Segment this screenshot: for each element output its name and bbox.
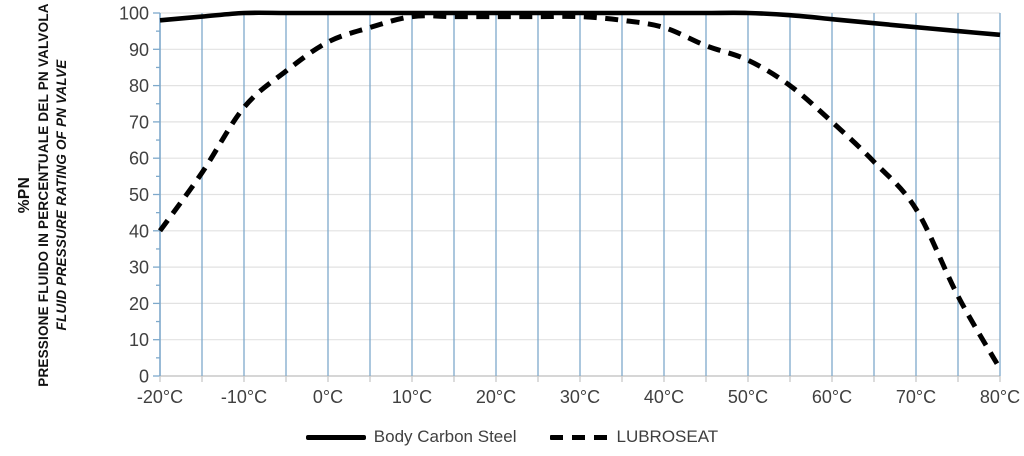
chart-legend: Body Carbon Steel LUBROSEAT	[0, 423, 1024, 451]
x-tick-label: -20°C	[137, 387, 183, 407]
x-tick-label: 70°C	[896, 387, 936, 407]
solid-line-swatch	[305, 434, 366, 440]
legend-item-lubroseat: LUBROSEAT	[550, 427, 718, 447]
x-tick-label: 20°C	[476, 387, 516, 407]
y-tick-label: 90	[129, 40, 149, 60]
y-tick-label: 40	[129, 221, 149, 241]
chart-canvas: 0 10 20 30 40 50 60 70 80 90 100 -20°C -10°C 0°C 10°C 2…	[119, 3, 1020, 407]
y-tick-label: 80	[129, 76, 149, 96]
y-tick-label: 100	[119, 3, 149, 23]
x-tick-label: 0°C	[313, 387, 343, 407]
legend-label-body-carbon-steel: Body Carbon Steel	[373, 427, 517, 446]
y-tick-label: 60	[129, 149, 149, 169]
x-tick-label: 40°C	[644, 387, 684, 407]
x-tick-label: 10°C	[392, 387, 432, 407]
series-line-body-carbon-steel	[159, 10, 1001, 38]
y-tick-label: 0	[139, 366, 149, 386]
y-tick-label: 50	[129, 185, 149, 205]
y-tick-label: 30	[129, 258, 149, 278]
x-tick-label: 30°C	[560, 387, 600, 407]
x-tick-label: 50°C	[728, 387, 768, 407]
series-line-lubroseat	[157, 13, 1003, 370]
x-tick-label: -10°C	[221, 387, 267, 407]
x-tick-label: 80°C	[980, 387, 1020, 407]
y-tick-label: 20	[129, 294, 149, 314]
legend-item-body-carbon-steel: Body Carbon Steel	[305, 427, 517, 447]
y-tick-label: 70	[129, 112, 149, 132]
dashed-line-swatch	[550, 434, 609, 440]
legend-label-lubroseat: LUBROSEAT	[616, 427, 719, 446]
y-tick-label: 10	[129, 330, 149, 350]
x-tick-label: 60°C	[812, 387, 852, 407]
